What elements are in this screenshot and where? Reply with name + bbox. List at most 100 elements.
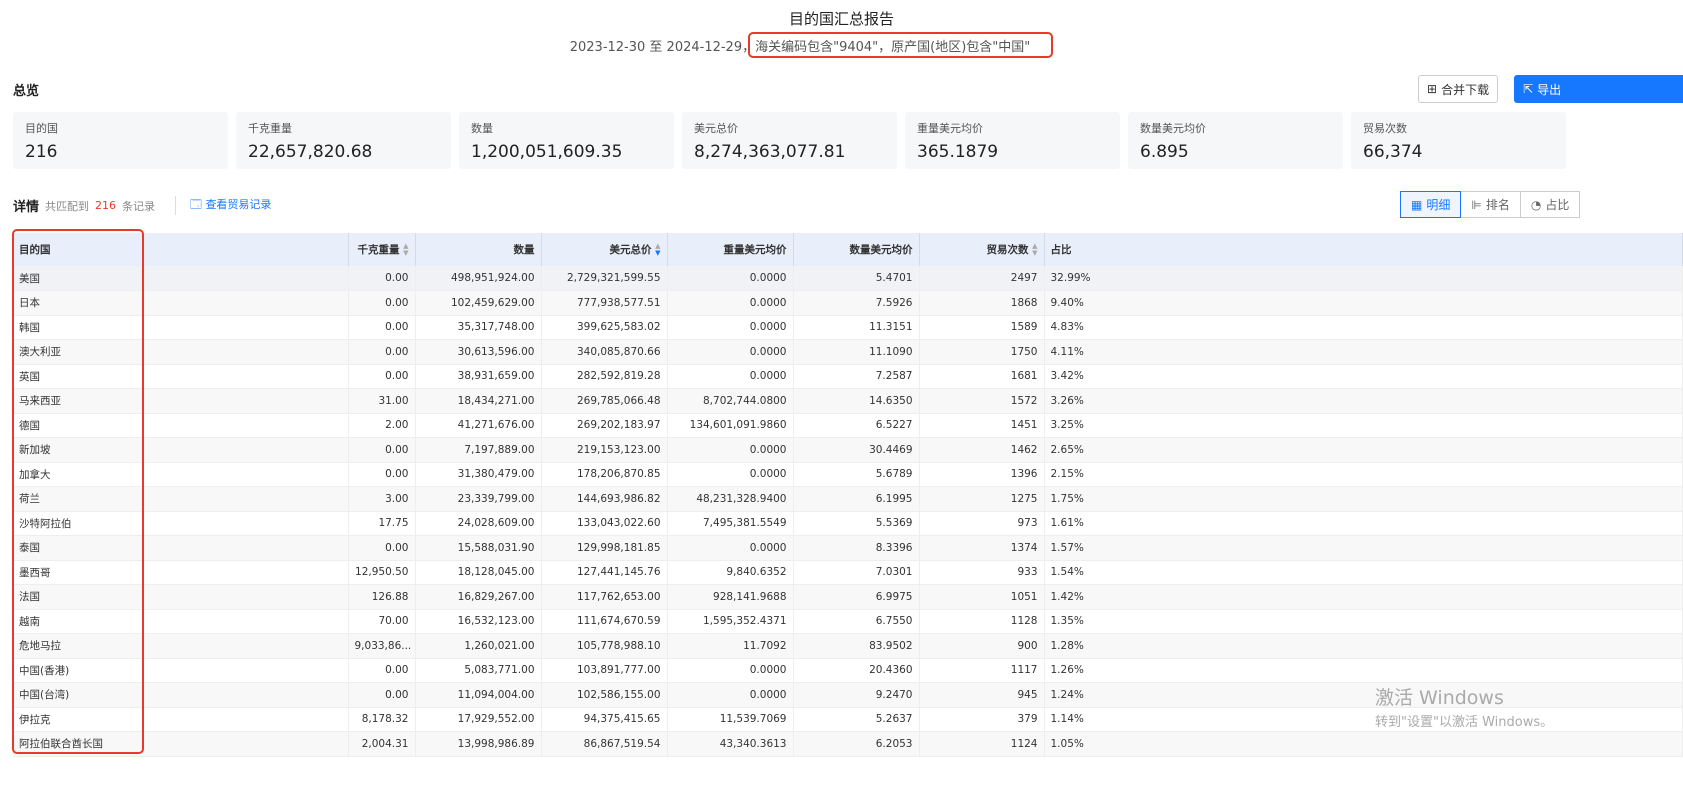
share: 1.35% bbox=[1044, 609, 1683, 634]
col-quantity[interactable]: 数量 bbox=[415, 233, 542, 266]
destination: 荷兰 bbox=[13, 486, 349, 512]
destination: 加拿大 bbox=[13, 462, 349, 487]
table-row[interactable]: 荷兰 3.00 23,339,799.00 144,693,986.82 48,231,… bbox=[13, 486, 1683, 512]
share: 4.83% bbox=[1044, 315, 1683, 340]
table-row[interactable]: 加拿大 0.00 31,380,479.00 178,206,870.85 0.0000… bbox=[13, 462, 1683, 487]
summary-card: 目的国 216 bbox=[13, 112, 228, 169]
card-value: 8,274,363,077.81 bbox=[694, 142, 846, 162]
usd-total: 144,693,986.82 bbox=[541, 486, 668, 512]
col-qty-avg[interactable]: 数量美元均价 bbox=[793, 233, 920, 266]
weight: 0.00 bbox=[348, 266, 416, 291]
report-subtitle: 2023-12-30 至 2024-12-29，海关编码包含"9404"，原产国… bbox=[0, 36, 1600, 55]
col-label: 贸易次数 bbox=[986, 244, 1029, 256]
destination: 危地马拉 bbox=[13, 633, 349, 659]
trades: 945 bbox=[919, 682, 1045, 708]
table-row[interactable]: 新加坡 0.00 7,197,889.00 219,153,123.00 0.0000 3… bbox=[13, 437, 1683, 463]
table-row[interactable]: 危地马拉 9,033,86... 1,260,021.00 105,778,988.1… bbox=[13, 633, 1683, 659]
destination: 日本 bbox=[13, 290, 349, 316]
table-row[interactable]: 英国 0.00 38,931,659.00 282,592,819.28 0.0000 7… bbox=[13, 364, 1683, 389]
quantity: 18,128,045.00 bbox=[415, 560, 542, 585]
table-row[interactable]: 韩国 0.00 35,317,748.00 399,625,583.02 0.0000 1… bbox=[13, 315, 1683, 340]
quantity: 13,998,986.89 bbox=[415, 731, 542, 757]
usd-total: 340,085,870.66 bbox=[541, 339, 668, 365]
table-row[interactable]: 马来西亚 31.00 18,434,271.00 269,785,066.48 8,70… bbox=[13, 388, 1683, 414]
share: 32.99% bbox=[1044, 266, 1683, 291]
qty-avg: 30.4469 bbox=[793, 437, 920, 463]
share: 1.42% bbox=[1044, 584, 1683, 610]
weight-avg: 0.0000 bbox=[667, 290, 794, 316]
summary-card: 数量美元均价 6.895 bbox=[1128, 112, 1343, 169]
usd-total: 2,729,321,599.55 bbox=[541, 266, 668, 291]
weight: 0.00 bbox=[348, 315, 416, 340]
weight-avg: 0.0000 bbox=[667, 437, 794, 463]
table-row[interactable]: 中国(香港) 0.00 5,083,771.00 103,891,777.00 0.00… bbox=[13, 658, 1683, 683]
usd-total: 269,785,066.48 bbox=[541, 388, 668, 414]
weight: 0.00 bbox=[348, 290, 416, 316]
sort-icon[interactable]: ▲ ▼ bbox=[403, 242, 409, 257]
col-trades[interactable]: 贸易次数 ▲ ▼ bbox=[919, 233, 1045, 266]
windows-watermark: 激活 Windows bbox=[1375, 687, 1504, 709]
table-row[interactable]: 澳大利亚 0.00 30,613,596.00 340,085,870.66 0.000… bbox=[13, 339, 1683, 365]
destination: 中国(台湾) bbox=[13, 682, 349, 708]
destination: 英国 bbox=[13, 364, 349, 389]
trades: 1589 bbox=[919, 315, 1045, 340]
merge-download-button[interactable]: ⊞ 合并下载 bbox=[1418, 75, 1499, 103]
weight: 31.00 bbox=[348, 388, 416, 414]
quantity: 24,028,609.00 bbox=[415, 511, 542, 536]
trades: 933 bbox=[919, 560, 1045, 585]
destination: 墨西哥 bbox=[13, 560, 349, 585]
weight-avg: 9,840.6352 bbox=[667, 560, 794, 585]
share: 3.26% bbox=[1044, 388, 1683, 414]
quantity: 498,951,924.00 bbox=[415, 266, 542, 291]
view-detail-tab[interactable]: ▦ 明细 bbox=[1400, 191, 1462, 218]
trades: 1572 bbox=[919, 388, 1045, 414]
summary-cards: 目的国 216 千克重量 22,657,820.68 数量 1,200,051,609.3… bbox=[13, 112, 1566, 169]
table-row[interactable]: 美国 0.00 498,951,924.00 2,729,321,599.55 0.00… bbox=[13, 266, 1683, 291]
col-destination[interactable]: 目的国 bbox=[13, 233, 349, 266]
qty-avg: 83.9502 bbox=[793, 633, 920, 659]
weight: 0.00 bbox=[348, 535, 416, 561]
weight: 126.88 bbox=[348, 584, 416, 610]
quantity: 30,613,596.00 bbox=[415, 339, 542, 365]
sort-icon[interactable]: ▲ ▼ bbox=[1032, 242, 1038, 257]
table-row[interactable]: 沙特阿拉伯 17.75 24,028,609.00 133,043,022.60 7,4… bbox=[13, 511, 1683, 536]
quantity: 31,380,479.00 bbox=[415, 462, 542, 487]
weight-avg: 48,231,328.9400 bbox=[667, 486, 794, 512]
col-label: 千克重量 bbox=[357, 244, 400, 256]
view-rank-tab[interactable]: ⊫ 排名 bbox=[1460, 191, 1521, 218]
card-value: 22,657,820.68 bbox=[248, 142, 373, 162]
quantity: 7,197,889.00 bbox=[415, 437, 542, 463]
table-row[interactable]: 阿拉伯联合酋长国 2,004.31 13,998,986.89 86,867,519.… bbox=[13, 731, 1683, 757]
trades: 900 bbox=[919, 633, 1045, 659]
table-row[interactable]: 法国 126.88 16,829,267.00 117,762,653.00 928,1… bbox=[13, 584, 1683, 610]
qty-avg: 6.7550 bbox=[793, 609, 920, 634]
share: 1.24% bbox=[1044, 682, 1683, 708]
weight: 2.00 bbox=[348, 413, 416, 438]
weight: 2,004.31 bbox=[348, 731, 416, 757]
trades: 1128 bbox=[919, 609, 1045, 634]
trades: 379 bbox=[919, 707, 1045, 732]
tab-label: 排名 bbox=[1485, 198, 1510, 212]
quantity: 23,339,799.00 bbox=[415, 486, 542, 512]
share: 1.26% bbox=[1044, 658, 1683, 683]
col-weight-avg[interactable]: 重量美元均价 bbox=[667, 233, 794, 266]
table-row[interactable]: 日本 0.00 102,459,629.00 777,938,577.51 0.0000… bbox=[13, 290, 1683, 316]
share: 1.05% bbox=[1044, 731, 1683, 757]
qty-avg: 7.5926 bbox=[793, 290, 920, 316]
tab-label: 明细 bbox=[1426, 198, 1451, 212]
col-weight[interactable]: 千克重量 ▲ ▼ bbox=[348, 233, 416, 266]
view-trade-records-link[interactable]: 🗔 查看贸易记录 bbox=[175, 196, 271, 215]
table-row[interactable]: 墨西哥 12,950.50 18,128,045.00 127,441,145.76 9… bbox=[13, 560, 1683, 585]
sort-desc-icon[interactable]: ▲ ▼ bbox=[655, 242, 661, 257]
col-share[interactable]: 占比 bbox=[1044, 233, 1683, 266]
export-button[interactable]: ⇱ 导出 bbox=[1514, 75, 1683, 103]
usd-total: 129,998,181.85 bbox=[541, 535, 668, 561]
table-row[interactable]: 德国 2.00 41,271,676.00 269,202,183.97 134,601… bbox=[13, 413, 1683, 438]
trades: 1374 bbox=[919, 535, 1045, 561]
table-row[interactable]: 伊拉克 8,178.32 17,929,552.00 94,375,415.65 11,… bbox=[13, 707, 1683, 732]
view-share-tab[interactable]: ◔ 占比 bbox=[1519, 191, 1581, 218]
table-row[interactable]: 泰国 0.00 15,588,031.90 129,998,181.85 0.0000 8… bbox=[13, 535, 1683, 561]
table-row[interactable]: 中国(台湾) 0.00 11,094,004.00 102,586,155.00 0.0… bbox=[13, 682, 1683, 708]
col-usd-total[interactable]: 美元总价 ▲ ▼ bbox=[541, 233, 668, 266]
table-row[interactable]: 越南 70.00 16,532,123.00 111,674,670.59 1,595,… bbox=[13, 609, 1683, 634]
